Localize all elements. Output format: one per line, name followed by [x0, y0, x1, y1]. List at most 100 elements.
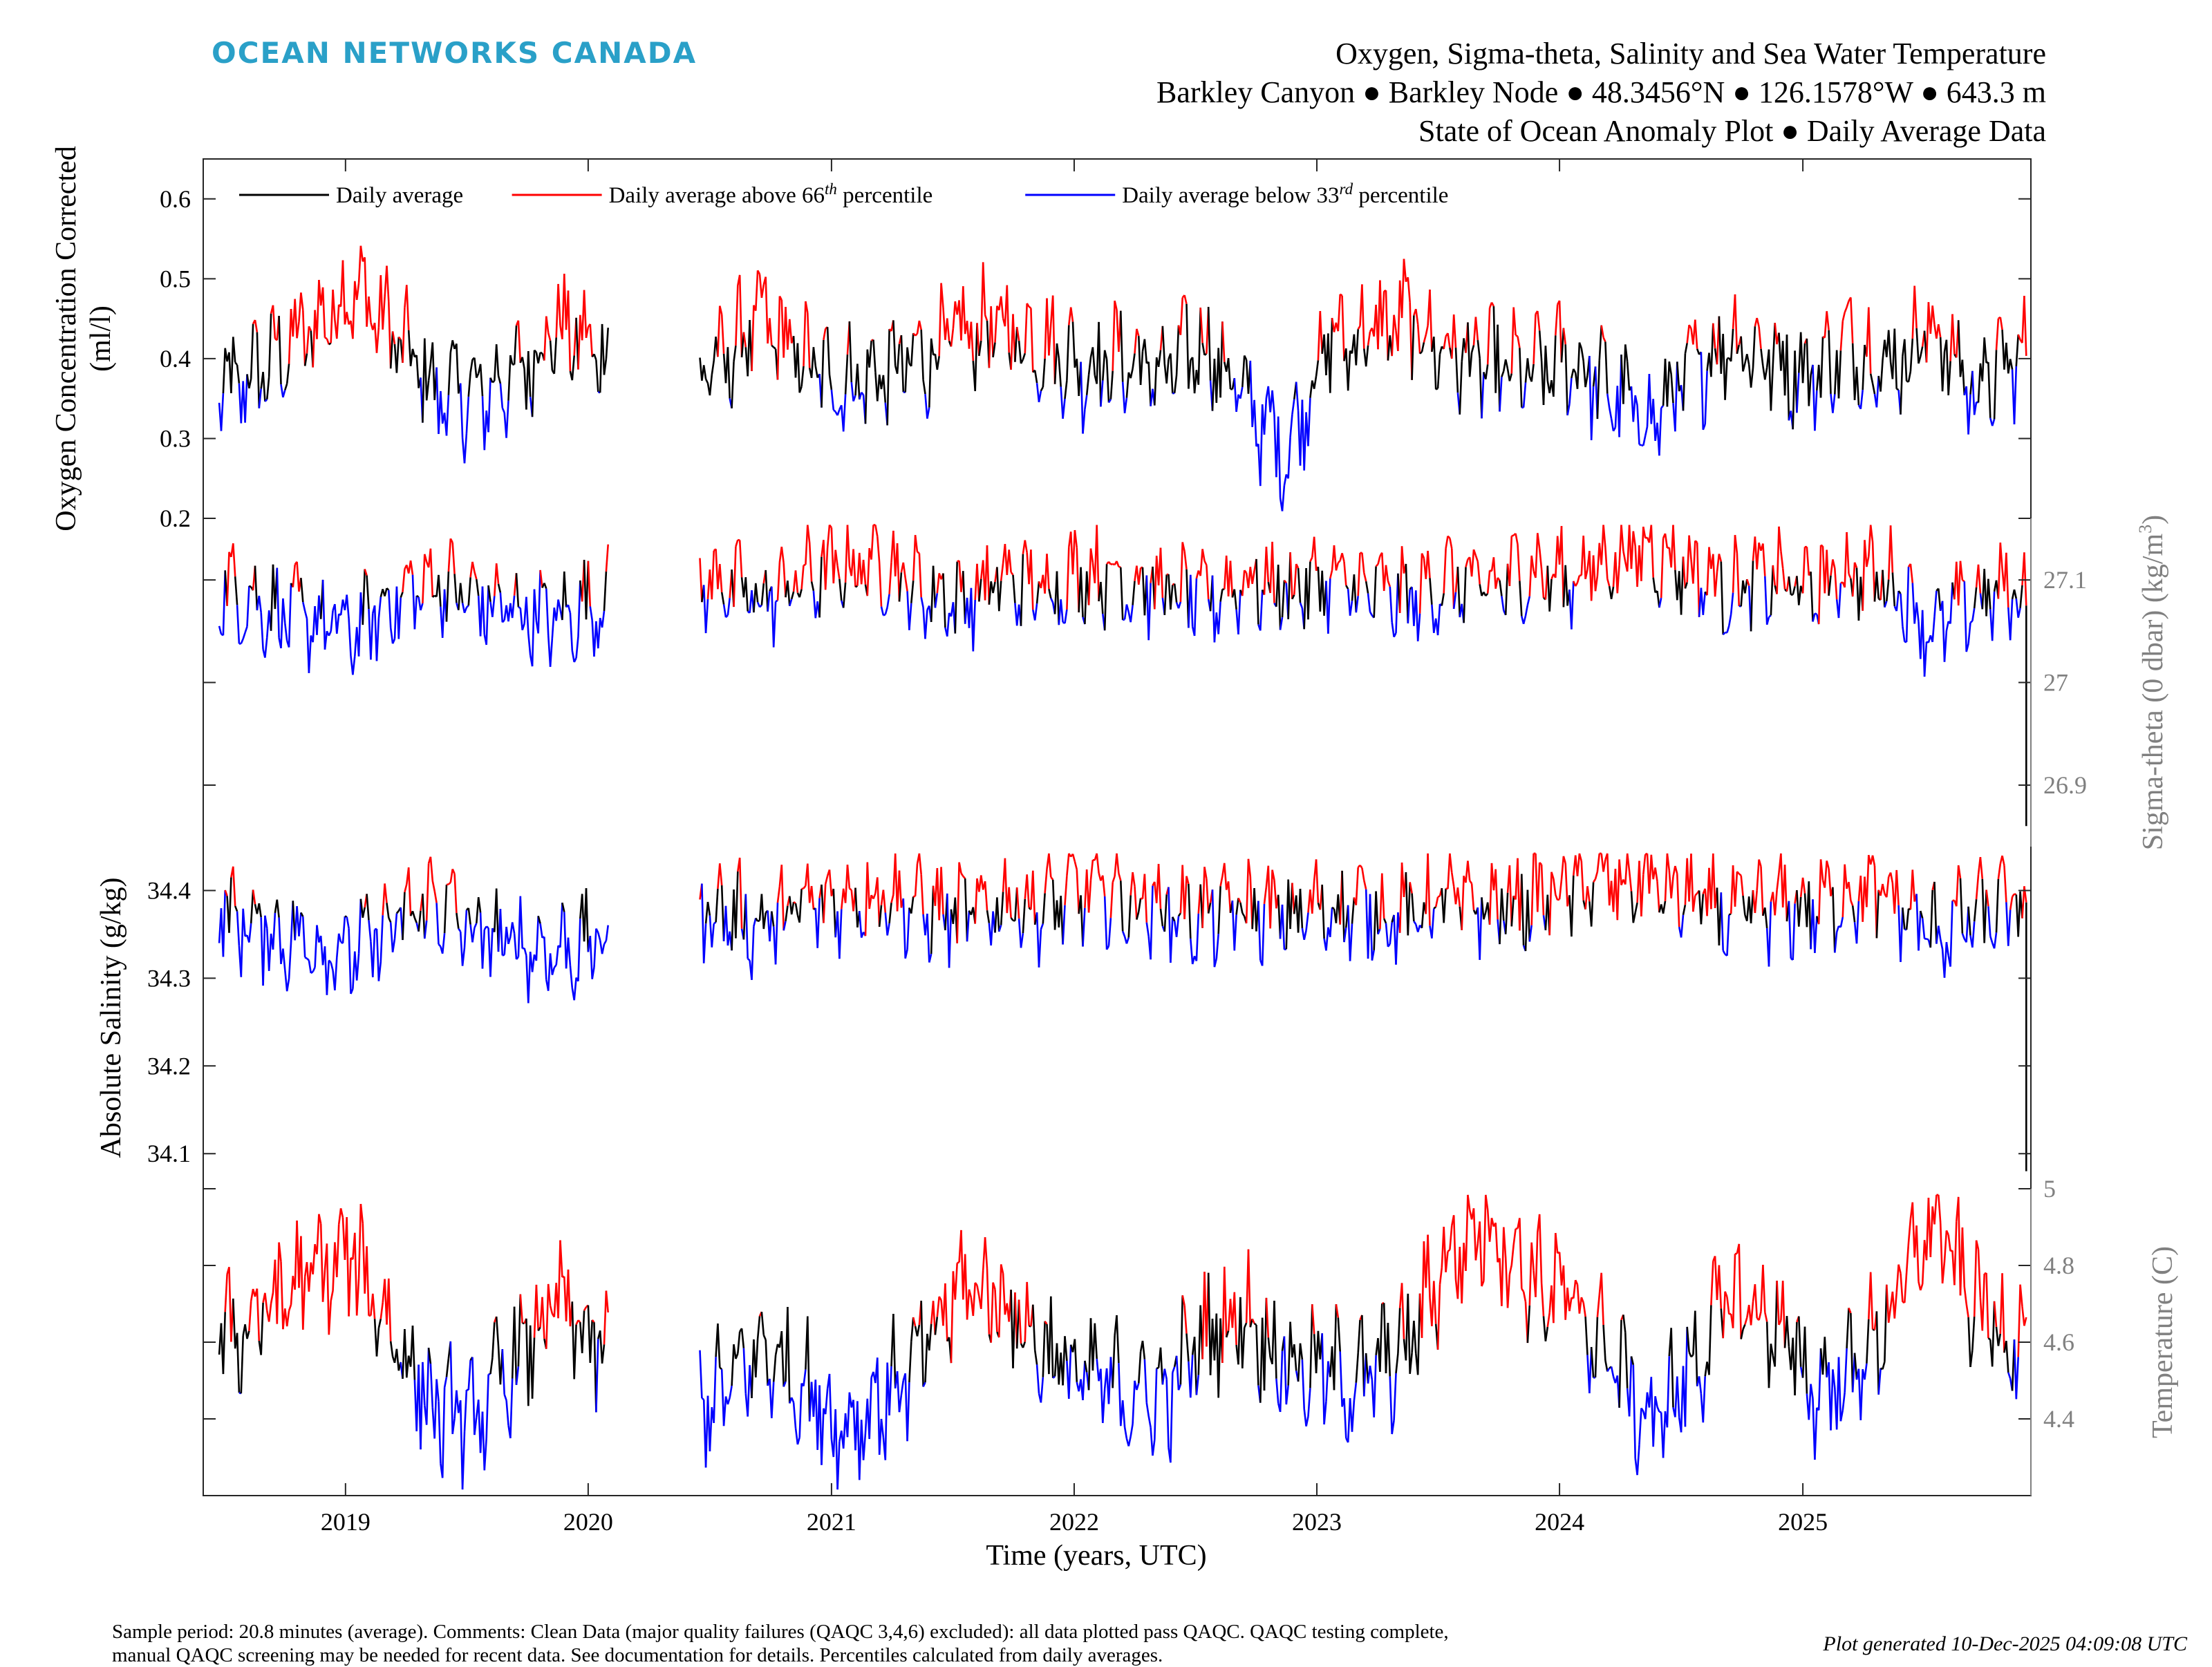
sigma-theta-segment [1611, 587, 1613, 599]
temperature-segment [536, 1285, 538, 1331]
temperature-segment [532, 1337, 534, 1398]
temperature-segment [559, 1241, 561, 1319]
oxygen-segment [1288, 437, 1291, 478]
sigma-theta-segment [805, 525, 807, 565]
temperature-segment [1625, 1332, 1627, 1388]
sigma-theta-segment [1827, 550, 1829, 596]
sigma-theta-segment [2014, 590, 2016, 599]
salinity-segment [1582, 861, 1584, 901]
legend-label-sup: rd [1339, 180, 1353, 198]
salinity-segment [235, 906, 237, 912]
salinity-segment [1976, 875, 1978, 899]
salinity-segment [1412, 894, 1414, 922]
sigma-theta-segment [1618, 565, 1620, 593]
sigma-theta-segment [838, 566, 840, 579]
salinity-segment [1065, 876, 1067, 905]
oxygen-segment [255, 320, 257, 332]
temperature-segment [1125, 1427, 1127, 1439]
salinity-segment [1557, 899, 1559, 900]
oxygen-segment [1519, 348, 1521, 407]
sigma-theta-segment [1235, 590, 1237, 610]
sigma-theta-segment [1757, 543, 1759, 569]
salinity-segment [1118, 874, 1121, 881]
salinity-segment [1121, 880, 1123, 931]
oxygen-segment [2006, 343, 2008, 373]
sigma-theta-segment [1494, 557, 1496, 589]
oxygen-segment [1382, 291, 1384, 336]
salinity-segment [347, 917, 349, 929]
oxygen-segment [1671, 375, 1674, 404]
temperature-segment [321, 1224, 323, 1302]
sigma-theta-segment [604, 572, 606, 611]
sigma-theta-segment [784, 563, 786, 597]
oxygen-segment [1532, 364, 1534, 382]
oxygen-segment [1309, 398, 1311, 446]
sigma-theta-segment [839, 579, 841, 601]
sigma-theta-segment [1300, 603, 1302, 608]
oxygen-segment [1904, 339, 1906, 382]
salinity-segment [1262, 904, 1264, 966]
temperature-segment [1623, 1315, 1625, 1332]
temperature-segment [1483, 1195, 1485, 1281]
sigma-theta-segment [1011, 572, 1013, 575]
oxygen-segment [919, 321, 921, 330]
salinity-segment [1444, 889, 1446, 923]
sigma-theta-segment [1444, 549, 1446, 594]
salinity-segment [903, 898, 906, 959]
sigma-theta-segment [492, 596, 494, 616]
salinity-segment [590, 936, 592, 979]
temperature-segment [1268, 1337, 1271, 1357]
salinity-segment [568, 938, 570, 966]
salinity-segment [1212, 889, 1215, 967]
temperature-segment [1703, 1376, 1705, 1422]
oxygen-segment [1897, 389, 1899, 390]
salinity-segment [431, 857, 433, 881]
sigma-theta-segment [371, 613, 373, 659]
salinity-segment [1562, 856, 1564, 880]
salinity-segment [1940, 939, 1942, 949]
temperature-segment [1294, 1344, 1296, 1371]
oxygen-segment [1653, 399, 1656, 441]
temperature-segment [1539, 1214, 1541, 1283]
sigma-theta-segment [1765, 576, 1767, 625]
oxygen-segment [1358, 326, 1360, 330]
salinity-segment [1815, 916, 1817, 953]
salinity-segment [1177, 916, 1179, 937]
sigma-theta-segment [309, 635, 311, 672]
temperature-segment [1310, 1304, 1312, 1388]
temperature-segment [1940, 1223, 1942, 1283]
salinity-segment [1683, 905, 1685, 915]
oxygen-segment [285, 384, 287, 390]
sigma-theta-segment [1917, 603, 1919, 622]
temperature-segment [1147, 1403, 1149, 1416]
sigma-theta-segment [367, 576, 369, 610]
sigma-theta-segment [1442, 593, 1444, 605]
temperature-segment [1069, 1345, 1071, 1399]
sigma-theta-segment [1674, 525, 1676, 570]
oxygen-segment [798, 343, 800, 393]
oxygen-segment [1534, 314, 1536, 364]
temperature-segment [1253, 1319, 1255, 1324]
oxygen-segment [1597, 360, 1600, 419]
oxygen-segment [498, 376, 500, 384]
salinity-segment [899, 871, 901, 908]
oxygen-segment [756, 270, 758, 310]
salinity-segment [1641, 874, 1643, 916]
sigma-theta-segment [1541, 569, 1544, 598]
oxygen-segment [971, 322, 973, 361]
oxygen-segment [1127, 373, 1129, 398]
sigma-theta-segment [546, 589, 548, 635]
temperature-segment [1743, 1325, 1745, 1330]
salinity-segment [1109, 918, 1111, 946]
sigma-theta-segment [1374, 566, 1376, 617]
sigma-theta-segment [1342, 553, 1344, 561]
oxygen-segment [1985, 337, 1987, 363]
sigma-theta-segment [379, 597, 381, 619]
oxygen-segment [1250, 361, 1253, 427]
oxygen-segment [951, 328, 953, 346]
salinity-segment [908, 907, 910, 949]
salinity-segment [1729, 914, 1731, 915]
salinity-segment [839, 909, 841, 959]
oxygen-segment [1121, 311, 1123, 382]
sigma-theta-segment [1604, 525, 1606, 548]
